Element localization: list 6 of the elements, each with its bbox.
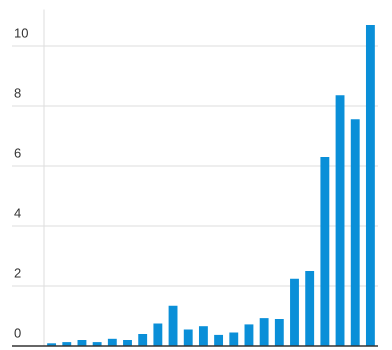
y-tick-label: 6 [14,146,22,161]
y-tick-label: 0 [14,326,22,341]
y-tick-label: 8 [14,86,22,101]
y-tick-label: 10 [14,26,28,41]
y-tick-label: 4 [14,206,22,221]
y-tick-label: 2 [14,266,22,281]
